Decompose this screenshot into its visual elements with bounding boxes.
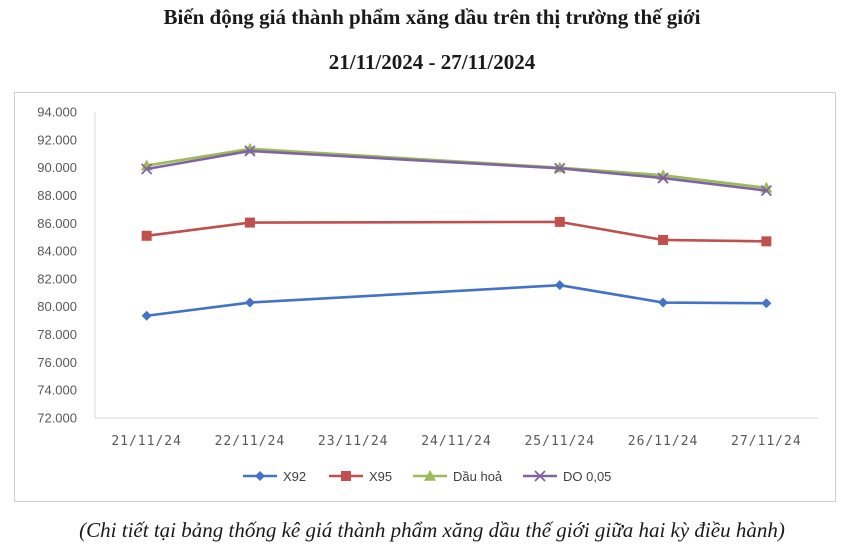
chart-area (14, 92, 836, 502)
x-tick-label: 26/11/24 (628, 434, 699, 449)
legend-item-4-label: DO 0,05 (563, 469, 611, 484)
series-3-line (146, 147, 767, 190)
y-tick-label: 94.000 (37, 105, 77, 120)
series-4-point (141, 163, 153, 175)
series-2-point (141, 230, 152, 241)
series-4-line (146, 149, 767, 192)
series-4-point (760, 184, 772, 197)
series-2-point (554, 216, 565, 227)
series-2-line (146, 220, 767, 243)
series-4-point (554, 162, 566, 174)
chart-date-range: 21/11/2024 - 27/11/2024 (328, 50, 536, 74)
line-chart: 94.000 92.000 90.000 88.000 86.000 84.000 82.0… (37, 105, 818, 484)
x-tick-label: 21/11/24 (111, 434, 182, 449)
legend-item-2-marker (341, 471, 351, 481)
x-tick-label: 23/11/24 (318, 434, 389, 449)
x-tick-label: 27/11/24 (731, 434, 802, 449)
y-tick-label: 72.000 (37, 411, 77, 426)
legend-item-3-marker (424, 470, 436, 481)
series-1-point (761, 298, 772, 309)
series-2-point (761, 236, 772, 247)
series-2-point (244, 217, 255, 228)
series-1-point (141, 310, 152, 321)
chart-title: Biến động giá thành phẩm xăng dầu trên t… (163, 5, 701, 29)
y-tick-label: 76.000 (37, 355, 77, 370)
legend-item-2-label: X95 (369, 469, 392, 484)
y-tick-label: 80.000 (37, 299, 77, 314)
legend-item-1-label: X92 (283, 469, 306, 484)
x-tick-label: 22/11/24 (215, 434, 286, 449)
legend-item-1-marker (255, 471, 265, 481)
y-tick-label: 92.000 (37, 132, 77, 147)
series-1-point (658, 297, 669, 308)
series-2-point (658, 234, 669, 245)
legend-item-3-label: Dầu hoả (453, 469, 503, 484)
series-1-point (244, 297, 255, 308)
x-tick-label: 25/11/24 (524, 434, 595, 449)
y-tick-label: 86.000 (37, 216, 77, 231)
y-tick-label: 90.000 (37, 160, 77, 175)
chart-caption: (Chi tiết tại bảng thống kê giá thành ph… (79, 518, 785, 542)
y-tick-label: 88.000 (37, 188, 77, 203)
legend-item-4-marker (534, 470, 546, 482)
x-tick-label: 24/11/24 (421, 434, 492, 449)
y-tick-label: 82.000 (37, 271, 77, 286)
series-1-point (554, 280, 565, 291)
series-1-line (146, 283, 767, 318)
y-tick-label: 78.000 (37, 327, 77, 342)
y-tick-label: 84.000 (37, 244, 77, 259)
series-4-point (657, 172, 669, 184)
y-tick-label: 74.000 (37, 383, 77, 398)
series-4-point (244, 145, 256, 157)
